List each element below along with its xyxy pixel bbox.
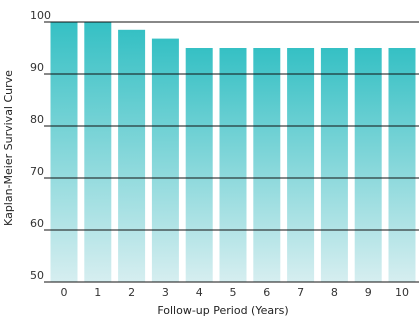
bar-year-0 — [50, 22, 78, 282]
x-tick-label: 10 — [395, 286, 409, 299]
x-tick-label: 1 — [94, 286, 101, 299]
bar-year-7 — [287, 48, 315, 282]
x-tick-label: 4 — [196, 286, 203, 299]
x-tick-label: 0 — [61, 286, 68, 299]
gridlines — [44, 21, 419, 283]
y-tick-label: 70 — [30, 165, 44, 178]
bar-year-1 — [84, 22, 112, 282]
x-tick-labels: 0 1 2 3 4 5 6 7 8 9 10 — [61, 286, 410, 299]
bar-year-5 — [219, 48, 247, 282]
x-axis-title: Follow-up Period (Years) — [157, 304, 288, 317]
y-tick-labels: 50 60 70 80 90 100 — [30, 9, 51, 282]
bar-year-2 — [118, 29, 146, 282]
bar-year-3 — [151, 38, 179, 282]
y-tick-label: 50 — [30, 269, 44, 282]
x-tick-label: 6 — [263, 286, 270, 299]
x-tick-label: 7 — [297, 286, 304, 299]
y-tick-label: 100 — [30, 9, 51, 22]
y-axis-title: Kaplan-Meier Survival Curve — [2, 70, 15, 226]
x-tick-label: 9 — [365, 286, 372, 299]
bar-year-6 — [253, 48, 281, 282]
bar-year-8 — [320, 48, 348, 282]
x-tick-label: 5 — [230, 286, 237, 299]
bars-layer — [50, 22, 416, 282]
x-tick-label: 3 — [162, 286, 169, 299]
bar-year-9 — [354, 48, 382, 282]
y-tick-label: 90 — [30, 61, 44, 74]
x-tick-label: 8 — [331, 286, 338, 299]
y-tick-label: 60 — [30, 217, 44, 230]
bar-year-10 — [388, 48, 416, 282]
x-tick-label: 2 — [128, 286, 135, 299]
bar-year-4 — [185, 48, 213, 282]
y-tick-label: 80 — [30, 113, 44, 126]
